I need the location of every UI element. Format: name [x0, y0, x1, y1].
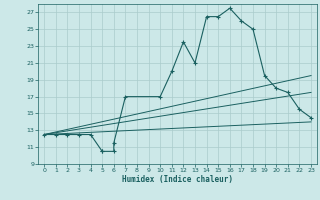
X-axis label: Humidex (Indice chaleur): Humidex (Indice chaleur)	[122, 175, 233, 184]
